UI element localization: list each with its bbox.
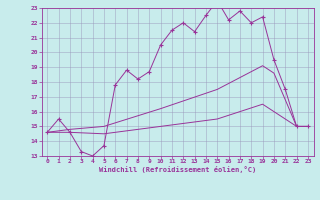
X-axis label: Windchill (Refroidissement éolien,°C): Windchill (Refroidissement éolien,°C) (99, 166, 256, 173)
